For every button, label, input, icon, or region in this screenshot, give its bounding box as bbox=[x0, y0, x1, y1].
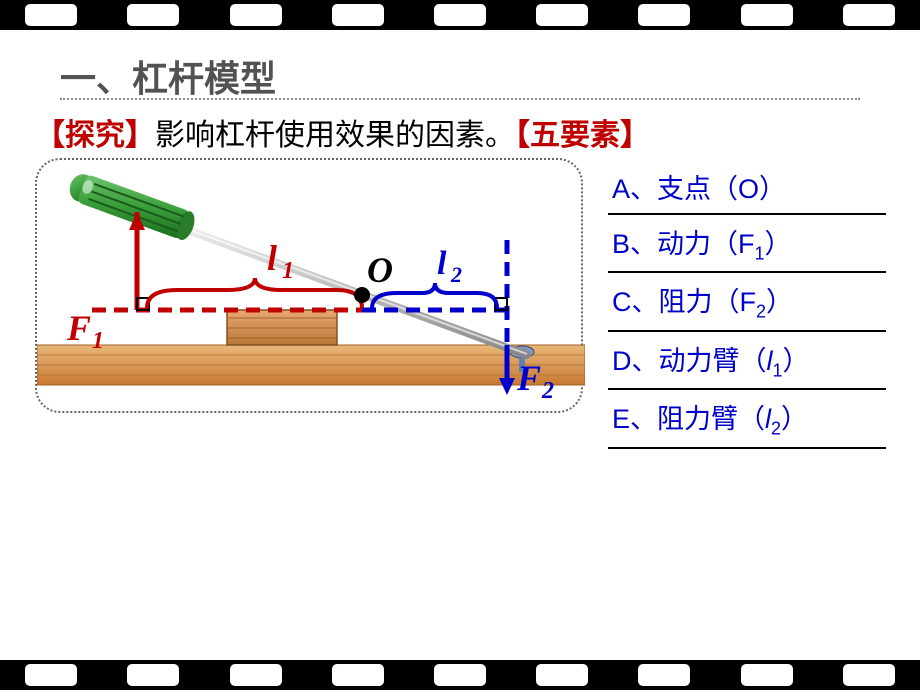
film-hole bbox=[25, 664, 77, 686]
film-hole bbox=[434, 4, 486, 26]
label-f1-sub: 1 bbox=[92, 328, 104, 354]
subtitle: 【探究】影响杠杆使用效果的因素。【五要素】 bbox=[35, 110, 650, 154]
subtitle-label: 探究 bbox=[65, 119, 125, 152]
film-hole bbox=[638, 4, 690, 26]
bracket-close: 】 bbox=[125, 119, 155, 152]
film-hole bbox=[843, 4, 895, 26]
label-l1-sub: 1 bbox=[282, 258, 294, 284]
film-hole bbox=[741, 664, 793, 686]
five-label: 五要素 bbox=[530, 119, 620, 152]
label-l2: l bbox=[437, 245, 447, 282]
bracket-open: 【 bbox=[35, 119, 65, 152]
label-o: O bbox=[367, 250, 393, 290]
five-elements-list: A、支点（O） B、动力（F1） C、阻力（F2） D、动力臂（l1） E、阻力… bbox=[608, 160, 886, 449]
section-title: 一、杠杆模型 bbox=[60, 50, 276, 102]
element-a: A、支点（O） bbox=[608, 160, 886, 215]
film-hole bbox=[332, 664, 384, 686]
diagram-svg: O l 1 l 2 F 1 F 2 bbox=[37, 160, 585, 415]
film-hole bbox=[127, 4, 179, 26]
film-hole bbox=[843, 664, 895, 686]
film-hole bbox=[127, 664, 179, 686]
lever-diagram: O l 1 l 2 F 1 F 2 bbox=[35, 158, 583, 413]
element-b: B、动力（F1） bbox=[608, 215, 886, 273]
film-hole bbox=[25, 4, 77, 26]
slide-content: 一、杠杆模型 【探究】影响杠杆使用效果的因素。【五要素】 bbox=[0, 30, 920, 660]
label-l1: l bbox=[267, 238, 277, 278]
five-close: 】 bbox=[620, 119, 650, 152]
film-strip-top bbox=[0, 0, 920, 30]
film-strip-bottom bbox=[0, 660, 920, 690]
film-hole bbox=[638, 664, 690, 686]
label-f1: F bbox=[66, 308, 91, 348]
element-d: D、动力臂（l1） bbox=[608, 332, 886, 390]
label-f2: F bbox=[516, 358, 541, 398]
film-hole bbox=[230, 664, 282, 686]
film-hole bbox=[741, 4, 793, 26]
film-hole bbox=[434, 664, 486, 686]
film-hole bbox=[536, 4, 588, 26]
subtitle-text: 影响杠杆使用效果的因素。 bbox=[155, 119, 515, 152]
element-e: E、阻力臂（l2） bbox=[608, 390, 886, 448]
label-l2-sub: 2 bbox=[450, 262, 462, 287]
element-c: C、阻力（F2） bbox=[608, 273, 886, 331]
film-hole bbox=[536, 664, 588, 686]
film-hole bbox=[230, 4, 282, 26]
five-open: 【 bbox=[515, 119, 530, 152]
title-underline bbox=[60, 98, 860, 100]
film-hole bbox=[332, 4, 384, 26]
label-f2-sub: 2 bbox=[541, 378, 554, 404]
